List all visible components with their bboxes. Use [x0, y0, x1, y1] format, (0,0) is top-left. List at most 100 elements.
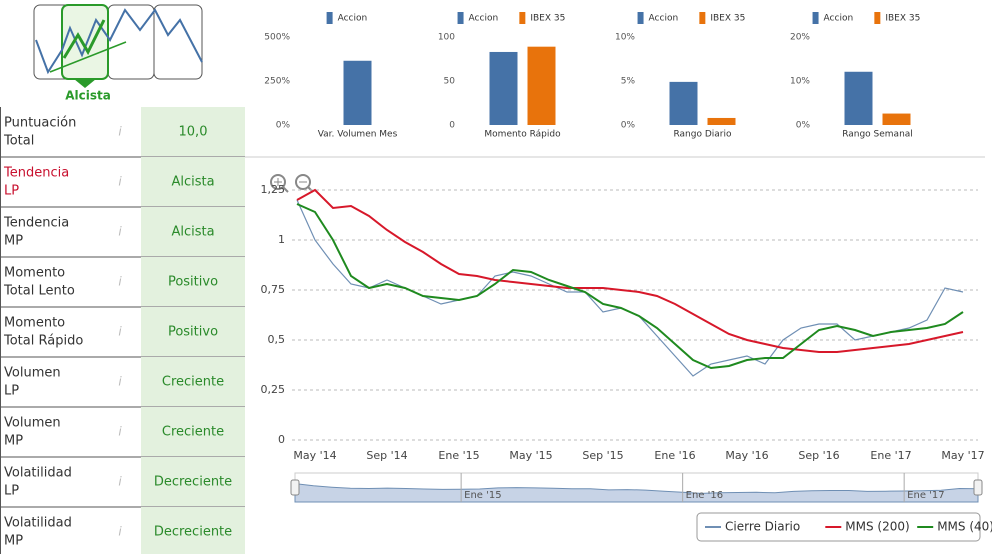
row-value: Positivo	[168, 275, 218, 290]
y-tick-label: 50	[444, 77, 456, 87]
y-tick-label: 0,75	[261, 283, 286, 296]
x-category-label: Var. Volumen Mes	[318, 130, 398, 140]
row-label: LP	[4, 184, 19, 199]
navigator-tick-label: Ene '16	[686, 490, 723, 501]
bar	[489, 51, 518, 125]
bar	[882, 113, 911, 125]
y-tick-label: 1,25	[261, 183, 286, 196]
legend-swatch	[812, 12, 819, 24]
row-label: Total	[3, 134, 34, 149]
row-label: Momento	[4, 316, 65, 331]
info-icon: i	[118, 125, 122, 139]
x-category-label: Rango Semanal	[842, 130, 913, 140]
row-label: Volumen	[4, 416, 61, 431]
legend-label: Accion	[469, 14, 499, 24]
legend-label: Accion	[649, 14, 679, 24]
info-icon: i	[118, 525, 122, 539]
x-tick-label: Ene '15	[438, 449, 479, 462]
legend-label: IBEX 35	[710, 14, 745, 24]
value-cell	[141, 257, 245, 306]
row-label: Volumen	[4, 366, 61, 381]
legend-label[interactable]: MMS (200)	[845, 520, 909, 534]
x-category-label: Rango Diario	[673, 130, 732, 140]
row-value: Alcista	[171, 175, 214, 190]
x-tick-label: May '17	[941, 449, 984, 462]
info-icon: i	[118, 175, 122, 189]
legend-label: IBEX 35	[530, 14, 565, 24]
y-tick-label: 1	[278, 233, 285, 246]
y-tick-label: 0,25	[261, 383, 286, 396]
x-tick-label: May '15	[509, 449, 552, 462]
row-value: Creciente	[162, 375, 224, 390]
bar	[343, 60, 372, 126]
value-cell	[141, 457, 245, 506]
info-icon: i	[118, 425, 122, 439]
zoom-controls[interactable]	[270, 174, 314, 193]
row-value: Decreciente	[154, 525, 232, 540]
row-label: Total Lento	[3, 284, 75, 299]
x-tick-label: Sep '16	[798, 449, 839, 462]
x-tick-label: Sep '15	[582, 449, 623, 462]
value-cell	[141, 307, 245, 356]
x-tick-label: May '16	[725, 449, 768, 462]
y-tick-label: 100	[438, 33, 455, 43]
info-icon: i	[118, 275, 122, 289]
y-tick-label: 0	[449, 121, 455, 131]
line-series	[296, 203, 964, 370]
y-tick-label: 5%	[621, 77, 636, 87]
navigator-tick-label: Ene '15	[464, 490, 501, 501]
info-icon: i	[118, 375, 122, 389]
legend-swatch	[457, 12, 464, 24]
legend-label[interactable]: Cierre Diario	[725, 520, 800, 534]
trend-label: Alcista	[65, 89, 111, 103]
x-tick-label: Sep '14	[366, 449, 407, 462]
legend-swatch	[637, 12, 644, 24]
navigator-tick-label: Ene '17	[907, 490, 944, 501]
y-tick-label: 10%	[790, 77, 810, 87]
row-label: Volatilidad	[4, 466, 72, 481]
value-cell	[141, 157, 245, 206]
row-label: MP	[4, 534, 23, 549]
legend-swatch	[326, 12, 333, 24]
row-label: LP	[4, 384, 19, 399]
row-label: Momento	[4, 266, 65, 281]
row-label: MP	[4, 234, 23, 249]
y-tick-label: 0%	[621, 121, 636, 131]
value-cell	[141, 407, 245, 456]
row-value: Alcista	[171, 225, 214, 240]
navigator-handle[interactable]	[290, 479, 300, 496]
navigator-handle[interactable]	[973, 479, 983, 496]
bar	[844, 71, 873, 125]
row-label: Tendencia	[3, 216, 69, 231]
row-label: Total Rápido	[3, 334, 83, 349]
x-tick-label: Ene '17	[870, 449, 911, 462]
y-tick-label: 10%	[615, 33, 635, 43]
row-label: LP	[4, 484, 19, 499]
info-icon: i	[118, 475, 122, 489]
value-cell	[141, 357, 245, 406]
line-series	[296, 188, 964, 353]
y-tick-label: 250%	[264, 77, 290, 87]
legend-label: Accion	[824, 14, 854, 24]
row-label: MP	[4, 434, 23, 449]
y-tick-label: 0	[278, 433, 285, 446]
y-tick-label: 0%	[796, 121, 811, 131]
row-value: Creciente	[162, 425, 224, 440]
legend-swatch	[874, 12, 881, 24]
value-cell	[141, 107, 245, 156]
y-tick-label: 0%	[276, 121, 291, 131]
row-value: Positivo	[168, 325, 218, 340]
value-cell	[141, 507, 245, 554]
trend-icon	[33, 4, 203, 88]
x-tick-label: May '14	[293, 449, 336, 462]
y-tick-label: 20%	[790, 33, 810, 43]
info-icon: i	[118, 225, 122, 239]
row-label: Volatilidad	[4, 516, 72, 531]
navigator-series	[294, 483, 979, 503]
legend-label[interactable]: MMS (40)	[937, 520, 992, 534]
row-value: 10,0	[179, 125, 208, 140]
bar	[707, 117, 736, 125]
row-label: Tendencia	[3, 166, 69, 181]
row-value: Decreciente	[154, 475, 232, 490]
